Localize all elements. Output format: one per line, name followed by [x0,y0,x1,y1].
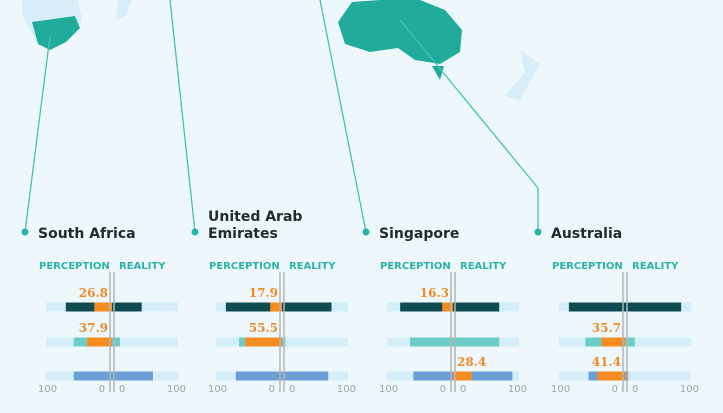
value-label: 28.4 [457,355,486,369]
axis-tick-label: 100 [379,384,398,395]
reality-bar [453,302,500,312]
perception-header: PERCEPTION [39,261,110,272]
highlight-bar [94,302,112,312]
value-label: 26.8 [79,286,108,300]
reality-bar [453,337,500,347]
highlight-bar [597,371,625,381]
axis-tick-label: 100 [508,384,527,395]
axis-tick-label: 100 [337,384,356,395]
axis-tick-label: 100 [208,384,227,395]
country-title: United Arab [208,209,302,225]
reality-bar [282,302,332,312]
marker-dot [362,228,370,236]
reality-bar [112,371,153,381]
reality-header: REALITY [632,261,679,272]
reality-bar [282,371,329,381]
axis-tick-label: 100 [38,384,57,395]
perception-bar [413,371,453,381]
reality-bar [625,302,682,312]
reality-bar [112,302,142,312]
perception-bar [235,371,282,381]
highlight-bar [442,302,453,312]
value-label: 16.3 [420,286,449,300]
country-title: Singapore [379,226,459,242]
axis-tick-label: 0 [289,384,295,395]
axis-tick-label: 0 [269,384,275,395]
reality-bar [453,371,513,381]
map [22,0,540,233]
axis-tick-label: 0 [632,384,638,395]
country-title: South Africa [38,226,136,242]
axis-tick-label: 0 [612,384,618,395]
value-label: 35.7 [592,321,621,335]
perception-header: PERCEPTION [209,261,280,272]
highlight-bar [453,371,472,381]
value-label: 55.5 [249,321,278,335]
axis-tick-label: 0 [119,384,125,395]
highlight-bar [245,337,282,347]
axis-tick-label: 0 [440,384,446,395]
marker-dot [534,228,542,236]
value-label: 41.4 [592,355,621,369]
marker-dot [21,228,29,236]
country-title: Australia [551,226,622,242]
axis-tick-label: 0 [460,384,466,395]
perception-bar [410,337,453,347]
axis-tick-label: 100 [551,384,570,395]
axis-tick-label: 100 [680,384,699,395]
axis-tick-label: 100 [167,384,186,395]
perception-bar [400,302,453,312]
island [116,0,132,20]
value-label: 37.9 [79,321,108,335]
reality-header: REALITY [119,261,166,272]
perception-header: PERCEPTION [552,261,623,272]
axis-tick-label: 0 [99,384,105,395]
reality-header: REALITY [460,261,507,272]
highlight-bar [270,302,282,312]
perception-bar [65,302,112,312]
south-africa [32,16,80,50]
connector-lines [24,0,539,233]
perception-bar [568,302,625,312]
perception-header: PERCEPTION [380,261,451,272]
highlight-bar [601,337,625,347]
new-zealand [505,50,540,100]
reality-bar [625,337,635,347]
country-title: Emirates [208,226,278,242]
perception-bar [225,302,282,312]
marker-dot [191,228,199,236]
highlight-bar [86,337,112,347]
reality-header: REALITY [289,261,336,272]
perception-bar [73,371,112,381]
value-label: 17.9 [249,286,278,300]
tasmania [432,66,444,80]
australia [338,0,462,64]
reality-bar [112,337,120,347]
